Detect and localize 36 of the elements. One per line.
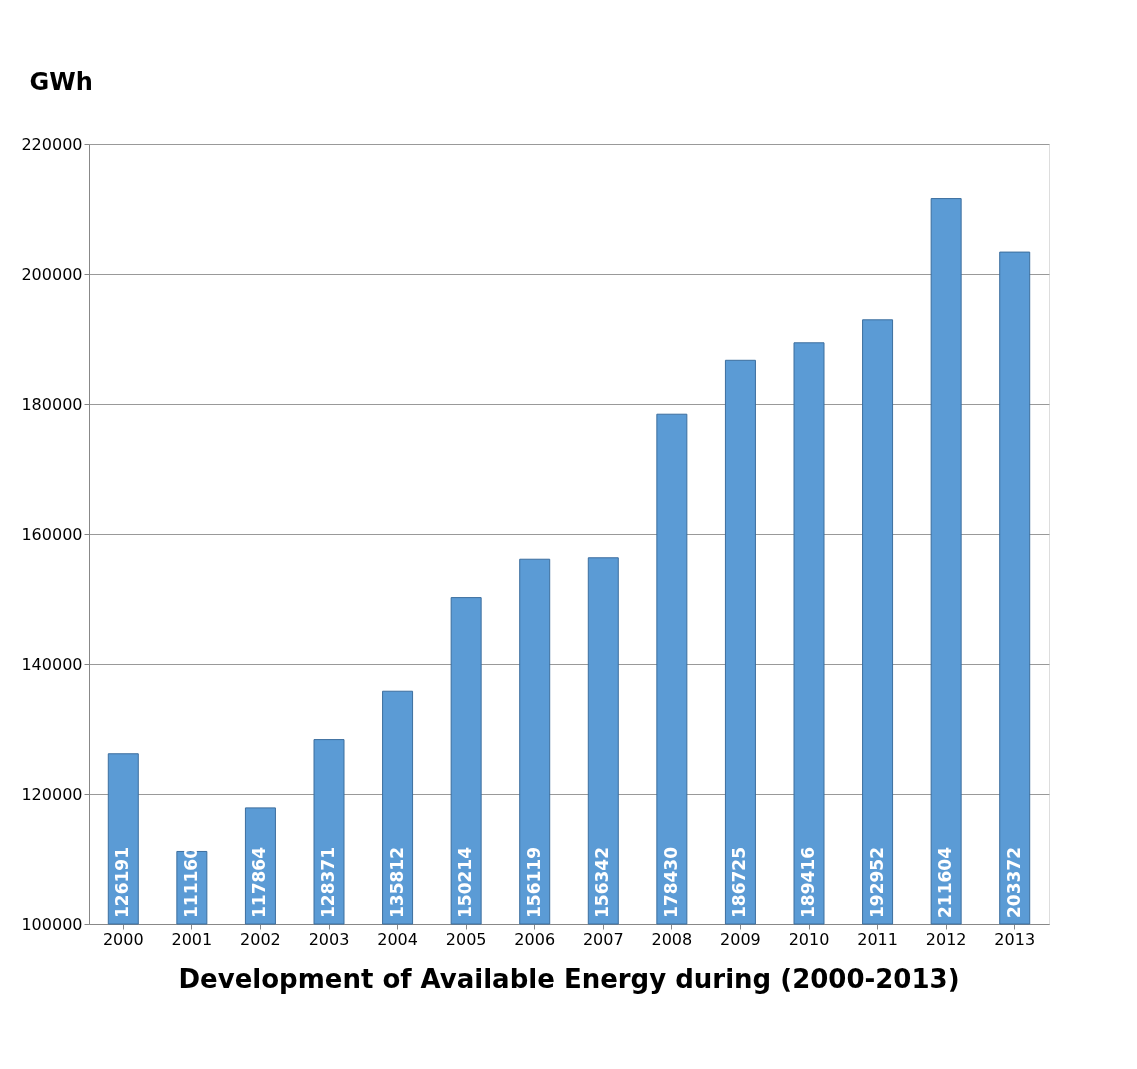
y-tick-label: 180000: [21, 394, 83, 414]
data-label: 156342: [592, 847, 613, 918]
x-tick-label: 2013: [994, 929, 1036, 949]
y-tick-label: 200000: [21, 264, 83, 284]
data-label: 189416: [798, 847, 818, 918]
y-tick-label: 100000: [21, 914, 83, 934]
x-tick-label: 2005: [445, 929, 487, 949]
y-tick-label: 140000: [21, 654, 83, 674]
data-label: 203372: [1003, 847, 1024, 918]
data-label: 156119: [523, 847, 544, 918]
x-tick-label: 2006: [514, 929, 556, 949]
x-tick-label: 2002: [240, 929, 281, 949]
data-label: 126191: [112, 847, 133, 918]
text: Development of Available Energy during (2000-2013): [178, 964, 960, 994]
y-axis-title: GWh: [29, 67, 93, 96]
x-tick-label: 2007: [582, 929, 624, 949]
data-label: 192952: [866, 847, 887, 918]
x-tick-label: 2009: [720, 929, 761, 949]
x-tick-label: 2008: [651, 929, 693, 949]
x-tick-label: 2001: [171, 929, 213, 949]
data-label: 117864: [249, 846, 270, 918]
data-label: 178430: [660, 846, 681, 918]
x-tick-label: 2004: [377, 929, 418, 949]
data-label: 211604: [935, 846, 956, 918]
y-tick-label: 220000: [21, 134, 83, 154]
x-tick-label: 2012: [925, 929, 967, 949]
data-label: 150214: [455, 846, 476, 918]
x-tick-label: 2000: [102, 929, 144, 949]
x-tick-label: 2010: [788, 929, 830, 949]
data-label: 128371: [318, 847, 338, 918]
y-tick-label: 160000: [21, 524, 83, 544]
y-tick-label: 120000: [21, 784, 83, 804]
x-tick-label: 2011: [857, 929, 898, 949]
data-label: 186725: [729, 847, 750, 918]
data-label: 135812: [386, 847, 407, 918]
x-tick-label: 2003: [308, 929, 350, 949]
